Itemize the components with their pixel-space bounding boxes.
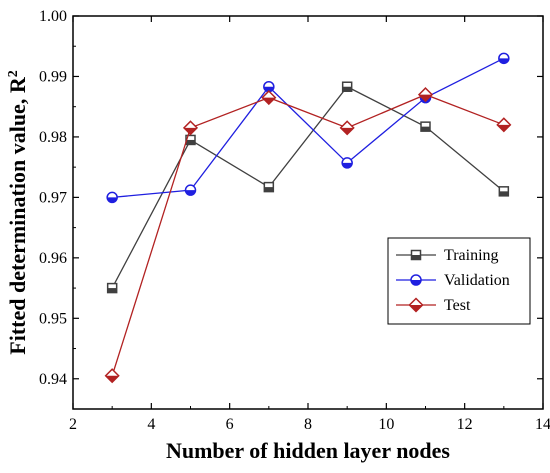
marker-circle-fill <box>411 280 421 285</box>
series-training <box>106 81 510 294</box>
legend-marker <box>410 249 422 261</box>
x-tick-label: 6 <box>226 416 234 433</box>
marker-diamond-fill <box>262 97 276 105</box>
data-point-test <box>104 368 120 384</box>
data-point-validation <box>106 191 118 204</box>
data-point-validation <box>341 157 353 169</box>
y-axis-title: Fitted determination value, R2 <box>5 70 30 354</box>
y-tick-label: 1.00 <box>39 8 67 25</box>
marker-circle-fill <box>185 190 196 196</box>
y-axis-title-text: Fitted determination value, R <box>5 76 30 355</box>
x-axis-title: Number of hidden layer nodes <box>166 438 450 463</box>
legend-label: Test <box>444 297 471 314</box>
legend-item-training: Training <box>396 247 499 264</box>
marker-diamond-fill <box>497 124 511 132</box>
legend-marker <box>408 297 424 313</box>
data-point-training <box>420 121 431 132</box>
x-tick-label: 4 <box>147 416 155 433</box>
y-axis-title-superscript: 2 <box>6 70 21 77</box>
data-point-test <box>417 87 434 103</box>
data-point-test <box>182 120 199 136</box>
data-point-validation <box>184 184 197 196</box>
marker-circle-fill <box>107 197 118 203</box>
marker-diamond-fill <box>419 94 432 102</box>
series-line-training <box>111 85 505 289</box>
data-point-training <box>106 282 118 294</box>
axes: 2 4 6 8 10 12 14 0.94 0.95 0.96 0.97 0.98 0.99 1.00 <box>39 8 550 433</box>
legend: Training Validation Test <box>387 237 531 325</box>
data-point-test <box>339 120 355 136</box>
x-tick-label: 10 <box>378 416 394 433</box>
legend-item-test: Test <box>396 297 471 314</box>
series-line-validation <box>112 57 505 199</box>
y-tick-label: 0.97 <box>39 189 67 206</box>
y-tick-label: 0.94 <box>39 371 67 388</box>
marker-square-fill <box>264 187 274 192</box>
marker-square-fill <box>107 288 117 293</box>
data-point-training <box>498 186 510 197</box>
marker-square-fill <box>499 191 509 196</box>
marker-diamond-fill <box>105 375 119 383</box>
legend-marker <box>410 274 422 286</box>
data-point-test <box>261 90 277 106</box>
marker-square-fill <box>186 139 195 145</box>
marker-square-fill <box>411 255 421 260</box>
series-line-test <box>111 93 505 376</box>
marker-diamond-fill <box>184 127 197 135</box>
marker-circle-fill <box>263 86 274 92</box>
marker-square-fill <box>421 126 430 132</box>
x-tick-label: 12 <box>457 416 473 433</box>
marker-circle-fill <box>342 162 353 168</box>
data-point-validation <box>498 52 510 65</box>
y-tick-label: 0.99 <box>39 68 67 85</box>
x-tick-label: 14 <box>535 416 550 433</box>
marker-diamond-fill <box>340 127 354 135</box>
marker-diamond-fill <box>409 305 423 312</box>
x-tick-label: 2 <box>69 416 77 433</box>
y-tick-label: 0.95 <box>39 310 67 327</box>
legend-label: Training <box>444 247 499 264</box>
legend-label: Validation <box>444 272 510 289</box>
y-tick-label: 0.98 <box>39 129 67 146</box>
series-layer <box>104 52 512 384</box>
y-tick-label: 0.96 <box>39 250 67 267</box>
series-test <box>104 87 512 384</box>
x-tick-label: 8 <box>304 416 312 433</box>
legend-item-validation: Validation <box>396 272 510 289</box>
marker-circle-fill <box>498 58 509 64</box>
plot-frame <box>72 15 544 410</box>
data-point-training <box>263 181 275 193</box>
marker-square-fill <box>342 86 352 92</box>
data-point-training <box>341 81 353 92</box>
data-point-test <box>496 117 512 133</box>
series-validation <box>106 52 510 204</box>
